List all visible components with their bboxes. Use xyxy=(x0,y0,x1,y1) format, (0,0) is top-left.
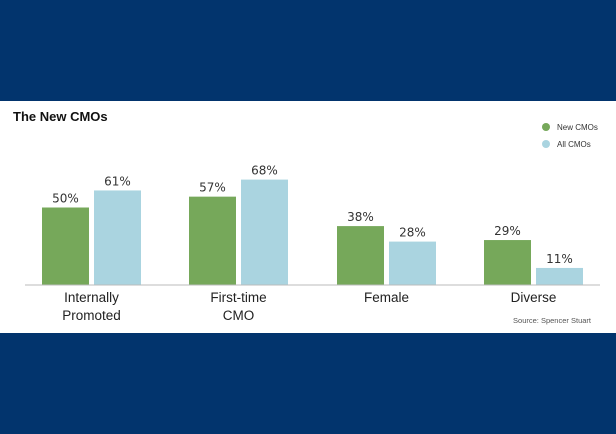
category-label: Promoted xyxy=(62,308,121,323)
category-label: CMO xyxy=(223,308,255,323)
bar-chart: The New CMOs 50% 61% 57% 68% 38% 28% 29% 11% In… xyxy=(13,109,600,325)
bar-new-2 xyxy=(337,226,384,285)
chart-title: The New CMOs xyxy=(13,109,108,124)
bar-new-1 xyxy=(189,196,236,285)
legend-label-all: All CMOs xyxy=(557,140,591,149)
value-label: 11% xyxy=(546,252,573,266)
legend: New CMOs All CMOs xyxy=(542,123,598,149)
category-labels-group: Internally Promoted First-time CMO Female Div… xyxy=(62,290,556,323)
source-note: Source: Spencer Stuart xyxy=(513,316,592,325)
value-label: 29% xyxy=(494,224,521,238)
value-label: 68% xyxy=(251,164,278,178)
value-label: 61% xyxy=(104,174,131,188)
legend-swatch-all xyxy=(542,140,550,148)
category-label: Internally xyxy=(64,290,119,305)
bar-all-1 xyxy=(241,179,288,285)
category-label: First-time xyxy=(210,290,266,305)
bar-all-3 xyxy=(536,267,583,285)
value-label: 38% xyxy=(347,210,374,224)
category-label: Diverse xyxy=(511,290,557,305)
category-label: Female xyxy=(364,290,409,305)
legend-swatch-new xyxy=(542,123,550,131)
bar-all-0 xyxy=(94,190,141,285)
bar-all-2 xyxy=(389,241,436,285)
value-label: 57% xyxy=(199,181,226,195)
value-label: 28% xyxy=(399,226,426,240)
value-label: 50% xyxy=(52,192,79,206)
bars-group xyxy=(42,179,583,285)
legend-label-new: New CMOs xyxy=(557,123,598,132)
value-labels-group: 50% 61% 57% 68% 38% 28% 29% 11% xyxy=(52,164,573,266)
chart-panel: The New CMOs 50% 61% 57% 68% 38% 28% 29% 11% In… xyxy=(0,101,616,333)
bar-new-0 xyxy=(42,207,89,285)
bar-new-3 xyxy=(484,240,531,285)
